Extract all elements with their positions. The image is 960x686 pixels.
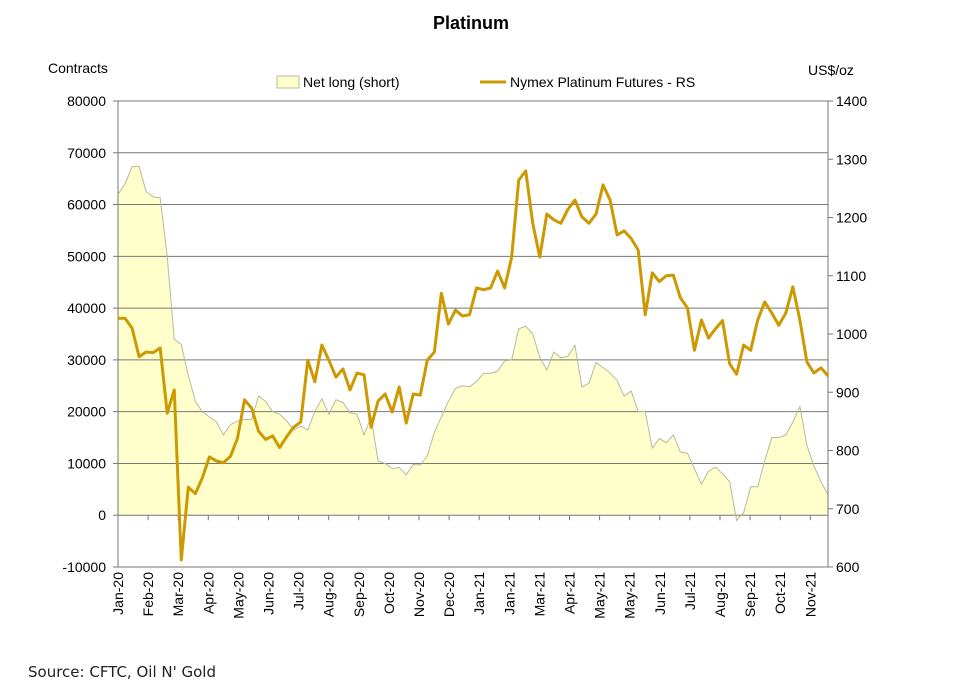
y-tick-label: 30000 [67,352,106,368]
x-tick-label: Aug-20 [321,572,337,617]
source-note: Source: CFTC, Oil N' Gold [28,663,216,681]
y2-tick-label: 800 [836,443,860,459]
x-tick-label: Jun-21 [652,572,668,615]
y-axis-label: Contracts [48,60,108,76]
y2-tick-label: 700 [836,501,860,517]
price-line [118,169,830,562]
x-tick-label: Feb-20 [140,572,156,617]
y-tick-label: -10000 [62,559,106,575]
x-tick-label: Jul-21 [682,572,698,610]
x-tick-label: Aug-21 [712,572,728,617]
y-tick-label: 10000 [67,455,106,471]
y-tick-label: 20000 [67,404,106,420]
y-tick-label: 60000 [67,197,106,213]
y2-axis-label: US$/oz [808,62,854,78]
y2-tick-label: 900 [836,384,860,400]
x-tick-label: May-20 [230,572,246,619]
x-tick-label: May-21 [592,572,608,619]
x-tick-label: Nov-20 [411,572,427,617]
legend-label-net-long: Net long (short) [303,74,400,90]
x-tick-label: Oct-21 [772,572,788,614]
x-tick-label: Oct-20 [381,572,397,614]
x-tick-label: Mar-20 [170,572,186,617]
legend-swatch-net-long [276,75,300,89]
net-long-edge [117,165,829,522]
x-tick-label: Sep-21 [742,572,758,617]
y2-tick-label: 1300 [836,151,867,167]
net-long-area [118,166,828,521]
x-tick-label: Jan-20 [110,572,126,615]
y2-tick-label: 1100 [836,268,866,284]
x-tick-label: May-21 [622,572,638,619]
y2-tick-label: 1400 [836,93,867,109]
x-tick-label: Jan-21 [471,572,487,615]
y-tick-label: 70000 [67,145,106,161]
y-tick-label: 0 [98,507,106,523]
x-tick-label: Apr-20 [200,572,216,614]
chart-title: Platinum [432,13,509,33]
x-tick-label: Jan-21 [501,572,517,615]
y-tick-label: 40000 [67,300,106,316]
x-tick-label: Nov-21 [802,572,818,617]
x-tick-label: Jun-20 [261,572,277,615]
legend-label-price: Nymex Platinum Futures - RS [510,74,696,90]
y-tick-label: 50000 [67,248,106,264]
x-tick-label: Mar-21 [531,572,547,617]
y-tick-label: 80000 [67,93,106,109]
x-tick-label: Sep-20 [351,572,367,617]
x-tick-label: Apr-21 [562,572,578,614]
y2-tick-label: 600 [836,559,860,575]
y2-tick-label: 1000 [836,326,867,342]
x-tick-label: Dec-20 [441,572,457,617]
y2-tick-label: 1200 [836,210,867,226]
x-tick-label: Jul-20 [291,572,307,610]
